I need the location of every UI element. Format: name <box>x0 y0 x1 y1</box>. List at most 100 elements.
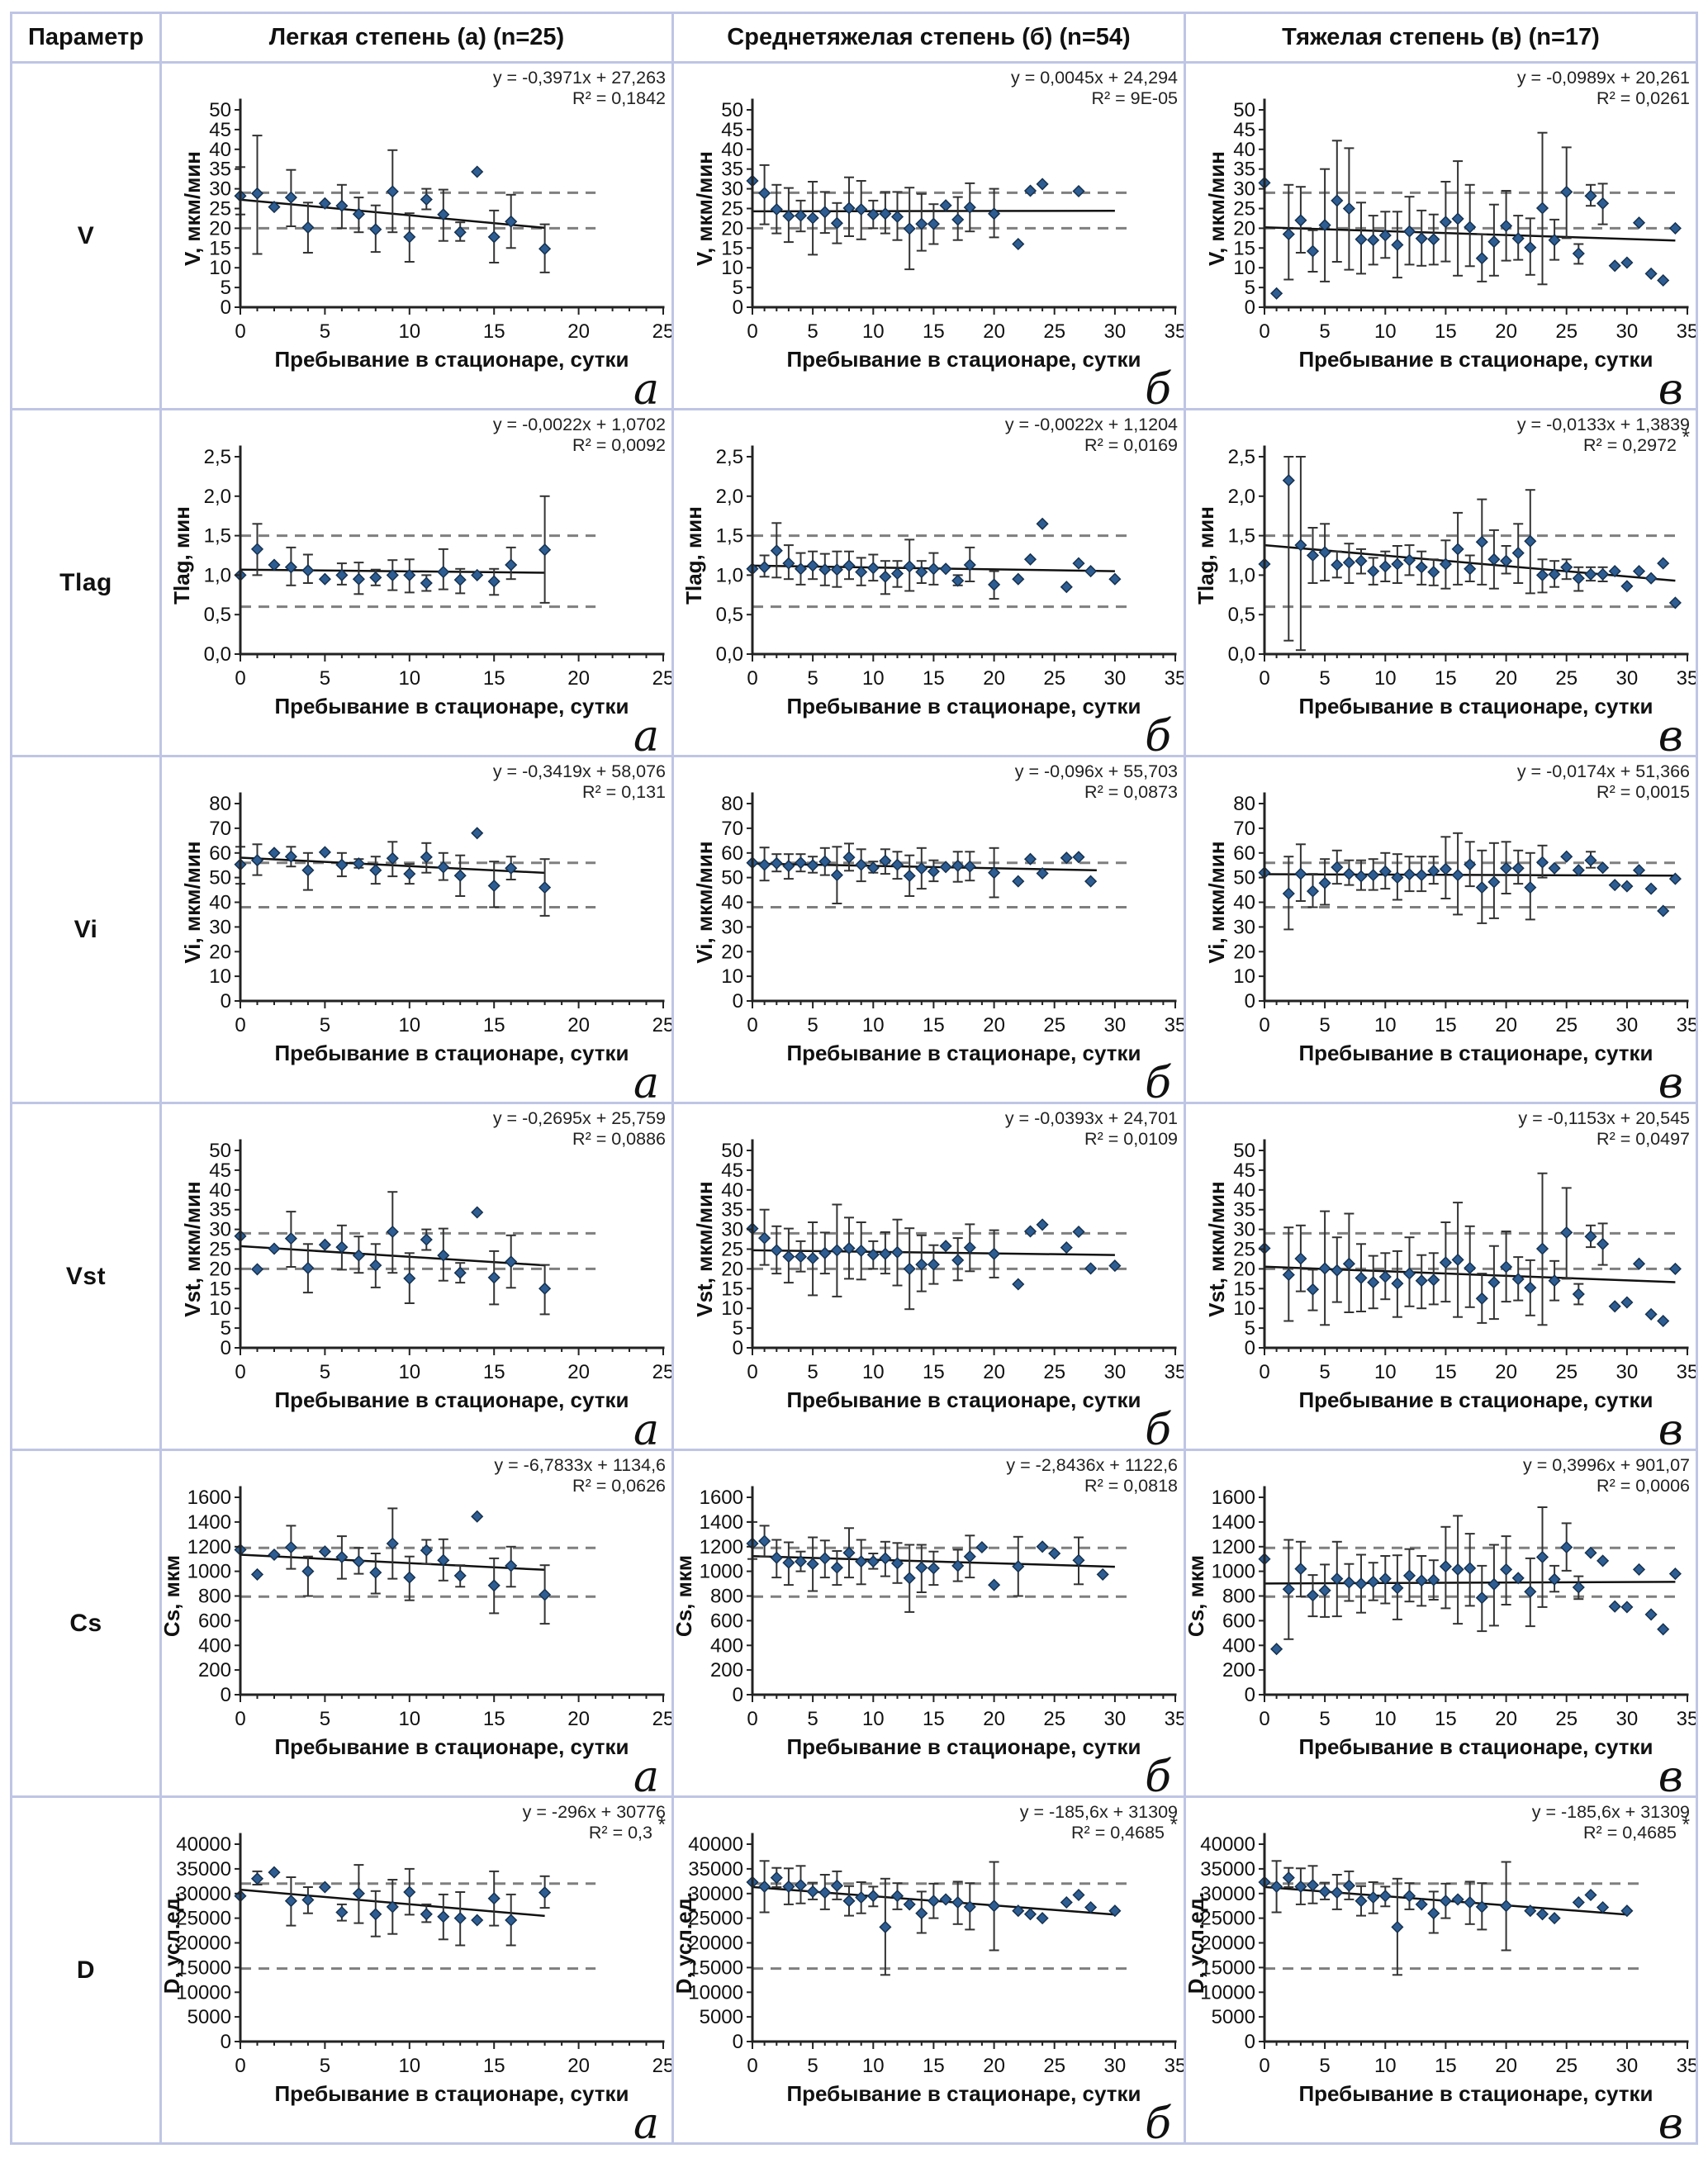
data-point <box>1391 557 1404 571</box>
data-point <box>866 1248 880 1261</box>
y-tick-label: 0 <box>221 1337 231 1359</box>
data-point <box>1475 1292 1488 1305</box>
data-point <box>782 1880 795 1893</box>
data-point <box>1548 1572 1561 1586</box>
x-axis-title: Пребывание в стационаре, сутки <box>1298 347 1653 372</box>
data-point <box>1535 1908 1549 1921</box>
y-tick-label: 0 <box>733 296 743 319</box>
data-point <box>1072 184 1085 198</box>
data-point <box>1318 1262 1331 1275</box>
data-point <box>437 1553 450 1567</box>
data-point <box>1048 1547 1061 1560</box>
y-tick-label: 15000 <box>176 1956 231 1979</box>
x-tick-label: 35 <box>1677 1014 1696 1036</box>
data-point <box>1475 535 1488 548</box>
data-point <box>1608 1300 1621 1313</box>
data-point <box>842 1895 856 1908</box>
data-point <box>879 854 892 867</box>
x-tick-label: 25 <box>1555 667 1578 690</box>
x-tick-label: 20 <box>1495 2055 1517 2077</box>
data-point <box>1560 561 1573 574</box>
panel-letter: в <box>1658 2099 1683 2142</box>
data-point <box>1560 1540 1573 1554</box>
x-tick-label: 10 <box>1374 1708 1397 1730</box>
x-tick-label: 10 <box>398 667 420 690</box>
data-point <box>866 861 880 875</box>
data-point <box>369 1566 382 1579</box>
y-tick-label: 1000 <box>1212 1561 1255 1583</box>
y-tick-label: 15 <box>1233 1278 1255 1300</box>
x-tick-label: 10 <box>1374 320 1397 343</box>
data-point <box>268 847 281 860</box>
data-point <box>1548 1274 1561 1288</box>
data-point <box>782 557 795 570</box>
data-point <box>1318 546 1331 559</box>
y-tick-label: 5 <box>733 277 743 299</box>
r-squared: R² = 9E-05 <box>1091 88 1178 108</box>
y-tick-label: 5 <box>221 277 231 299</box>
data-point <box>890 567 904 581</box>
data-point <box>1096 1568 1109 1581</box>
x-tick-label: 20 <box>567 1361 590 1383</box>
data-point <box>1270 1643 1283 1656</box>
x-tick-label: 30 <box>1104 667 1127 690</box>
data-point <box>538 1588 552 1601</box>
data-point <box>1318 876 1331 889</box>
data-point <box>866 562 880 575</box>
data-point <box>538 1886 552 1900</box>
y-tick-label: 35 <box>209 159 231 181</box>
data-point <box>1597 861 1610 875</box>
data-point <box>1572 572 1585 585</box>
x-tick-label: 0 <box>235 320 245 343</box>
y-tick-label: 1400 <box>700 1511 743 1534</box>
x-tick-label: 25 <box>1043 1708 1065 1730</box>
y-tick-label: 1600 <box>1212 1487 1255 1509</box>
data-point <box>1608 1600 1621 1613</box>
y-tick-label: 10 <box>1233 965 1255 988</box>
data-point <box>1012 1560 1025 1573</box>
y-tick-label: 70 <box>1233 818 1255 840</box>
y-tick-label: 80 <box>1233 793 1255 815</box>
data-point <box>1023 852 1037 866</box>
y-tick-label: 0 <box>221 1684 231 1706</box>
data-point <box>1282 474 1295 487</box>
data-point <box>830 1561 843 1574</box>
data-point <box>866 1890 880 1903</box>
data-point <box>915 217 928 230</box>
x-tick-label: 15 <box>1435 1014 1457 1036</box>
data-point <box>794 1879 808 1892</box>
x-axis-title: Пребывание в стационаре, сутки <box>1298 694 1653 719</box>
y-tick-label: 40 <box>209 139 231 161</box>
x-tick-label: 35 <box>1165 667 1184 690</box>
y-tick-label: 20000 <box>176 1933 231 1955</box>
panel-letter: в <box>1658 712 1683 755</box>
y-tick-label: 50 <box>721 99 743 121</box>
y-tick-label: 50 <box>721 867 743 889</box>
data-point <box>1270 287 1283 300</box>
data-point <box>403 230 416 244</box>
data-point <box>1451 212 1464 225</box>
data-point <box>1060 851 1073 865</box>
x-tick-label: 10 <box>398 1361 420 1383</box>
data-point <box>1632 565 1646 578</box>
y-tick-label: 0,0 <box>716 643 743 666</box>
data-point <box>988 1900 1001 1913</box>
data-point <box>1367 1276 1380 1289</box>
data-point <box>1012 1278 1025 1291</box>
chart-vi-a: y = -0,3419x + 58,076 R² = 0,131 0 10 20 30 40… <box>162 757 671 1102</box>
data-point <box>335 568 349 581</box>
data-point <box>1584 567 1597 581</box>
data-point <box>1294 1252 1307 1265</box>
data-point <box>988 1578 1001 1591</box>
y-tick-label: 2,0 <box>204 486 231 508</box>
y-tick-label: 35000 <box>176 1858 231 1881</box>
x-tick-label: 5 <box>320 1014 330 1036</box>
data-point <box>335 1240 349 1254</box>
y-tick-label: 1,0 <box>716 564 743 586</box>
data-point <box>806 1885 819 1898</box>
data-point <box>250 854 264 867</box>
data-point <box>538 881 552 894</box>
y-tick-label: 2,5 <box>204 446 231 468</box>
data-point <box>855 202 868 216</box>
y-tick-label: 20 <box>1233 941 1255 963</box>
